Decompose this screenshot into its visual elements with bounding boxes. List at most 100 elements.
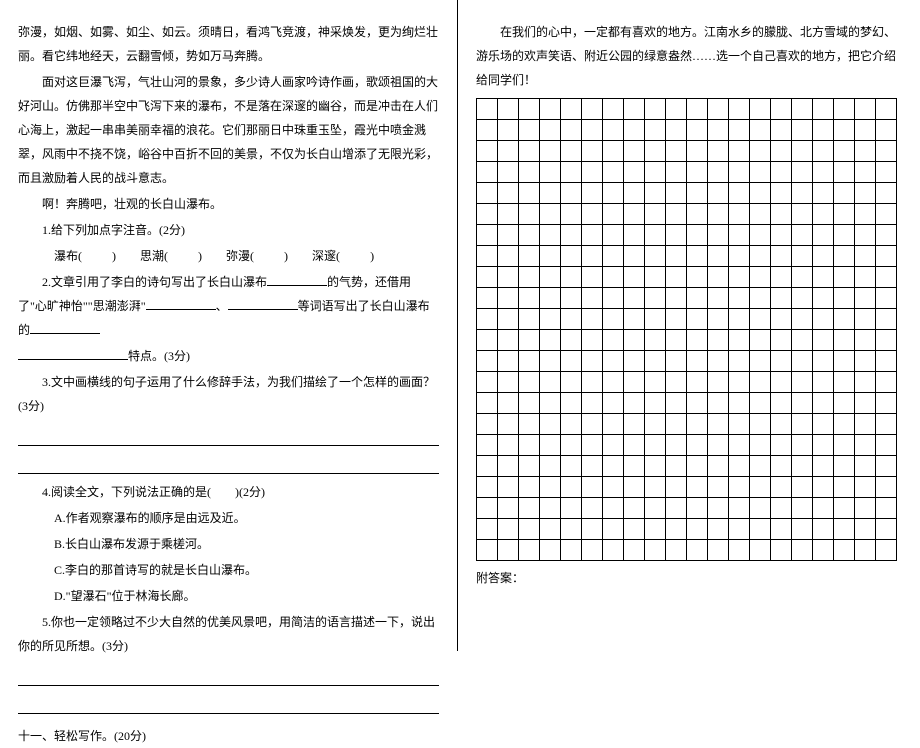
grid-cell [561,372,582,393]
grid-cell [498,414,519,435]
grid-cell [498,372,519,393]
grid-cell [855,330,876,351]
grid-cell [771,393,792,414]
grid-cell [582,183,603,204]
grid-cell [624,267,645,288]
grid-cell [750,393,771,414]
grid-cell [750,498,771,519]
grid-cell [582,372,603,393]
q1-blank-4 [343,249,367,263]
grid-cell [645,225,666,246]
q1-blank-1 [85,249,109,263]
grid-cell [582,246,603,267]
grid-cell [498,267,519,288]
grid-cell [750,435,771,456]
grid-cell [624,540,645,561]
grid-cell [498,540,519,561]
grid-cell [603,393,624,414]
grid-cell [561,519,582,540]
grid-cell [771,120,792,141]
grid-cell [582,519,603,540]
grid-cell [729,435,750,456]
grid-cell [540,456,561,477]
grid-cell [477,330,498,351]
grid-cell [519,393,540,414]
grid-cell [666,372,687,393]
grid-cell [834,414,855,435]
grid-cell [834,162,855,183]
grid-cell [561,309,582,330]
grid-cell [771,498,792,519]
q1-lead: 1.给下列加点字注音。(2分) [18,218,439,242]
grid-cell [624,393,645,414]
grid-cell [645,162,666,183]
grid-cell [624,351,645,372]
grid-cell [498,498,519,519]
grid-cell [603,141,624,162]
grid-cell [624,519,645,540]
grid-cell [603,498,624,519]
grid-cell [540,120,561,141]
paragraph-3: 啊！奔腾吧，壮观的长白山瀑布。 [18,192,439,216]
grid-cell [603,477,624,498]
grid-cell [876,540,897,561]
q4-d: D."望瀑石"位于林海长廊。 [18,584,439,608]
grid-cell [624,435,645,456]
grid-cell [519,246,540,267]
q4-b: B.长白山瀑布发源于乘槎河。 [18,532,439,556]
grid-cell [750,477,771,498]
grid-cell [687,519,708,540]
grid-cell [876,414,897,435]
grid-cell [498,246,519,267]
grid-cell [813,162,834,183]
grid-cell [708,540,729,561]
grid-cell [666,120,687,141]
grid-cell [645,183,666,204]
grid-cell [834,330,855,351]
grid-cell [687,141,708,162]
grid-cell [645,141,666,162]
grid-cell [519,162,540,183]
q1-e: ) [370,249,374,263]
grid-cell [792,99,813,120]
grid-cell [708,204,729,225]
grid-cell [750,372,771,393]
grid-cell [603,456,624,477]
grid-cell [876,141,897,162]
grid-cell [687,183,708,204]
grid-cell [813,204,834,225]
grid-cell [876,246,897,267]
grid-cell [708,456,729,477]
grid-cell [771,267,792,288]
grid-cell [624,498,645,519]
grid-cell [582,540,603,561]
grid-cell [792,288,813,309]
grid-cell [477,204,498,225]
grid-cell [645,99,666,120]
grid-cell [645,498,666,519]
q2-a: 2.文章引用了李白的诗句写出了长白山瀑布 [42,275,267,289]
grid-cell [561,204,582,225]
grid-cell [834,519,855,540]
grid-cell [729,288,750,309]
grid-cell [603,414,624,435]
grid-cell [498,204,519,225]
grid-cell [813,372,834,393]
grid-cell [519,141,540,162]
grid-cell [792,267,813,288]
grid-cell [792,246,813,267]
grid-cell [708,99,729,120]
grid-cell [498,183,519,204]
grid-cell [477,540,498,561]
grid-cell [519,519,540,540]
grid-cell [645,414,666,435]
grid-cell [834,309,855,330]
grid-cell [771,372,792,393]
grid-cell [813,456,834,477]
grid-cell [687,456,708,477]
grid-cell [666,183,687,204]
grid-cell [813,435,834,456]
grid-cell [708,141,729,162]
grid-cell [603,330,624,351]
grid-cell [666,162,687,183]
